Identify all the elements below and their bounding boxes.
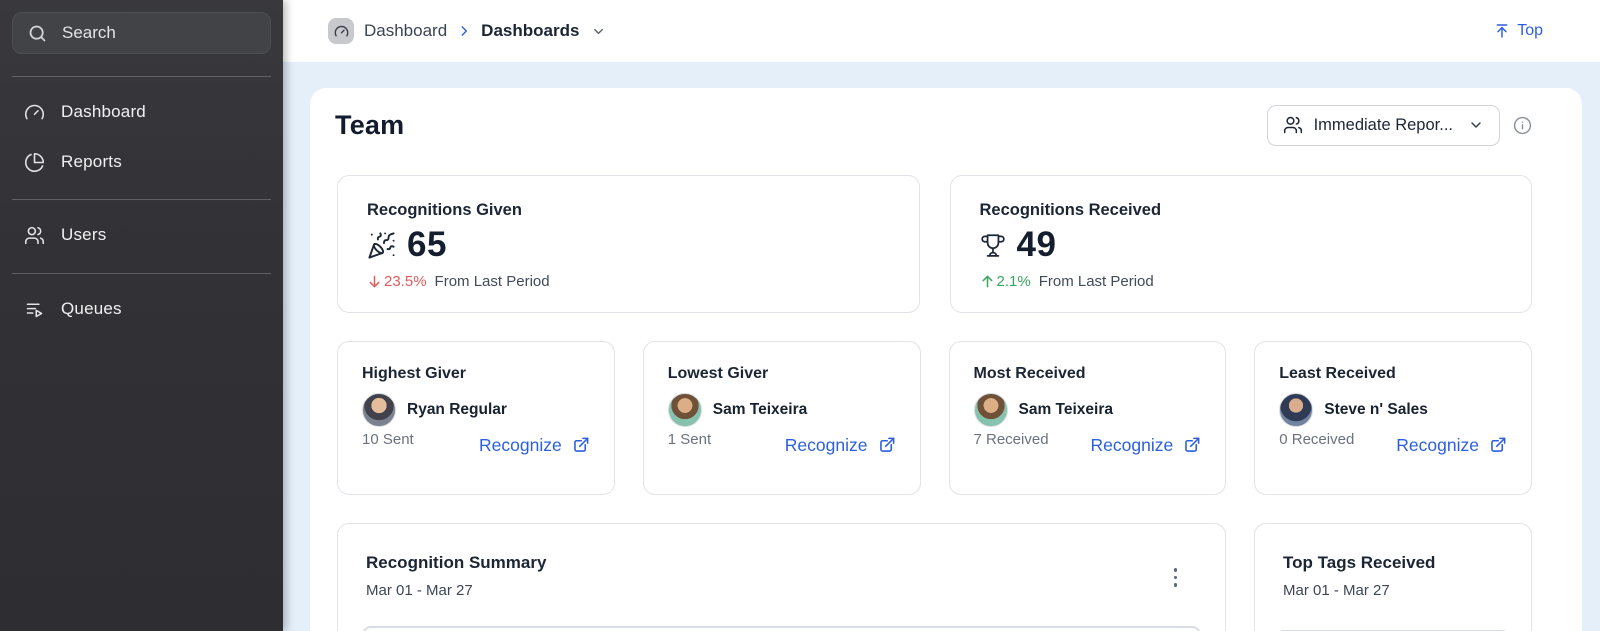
recognize-label: Recognize <box>1396 435 1479 455</box>
summary-title: Recognition Summary <box>366 553 547 572</box>
filter-group: Immediate Repor... <box>1266 104 1532 146</box>
person-name: Steve n' Sales <box>1324 401 1428 418</box>
person-card-lowest-giver: Lowest Giver Sam Teixeira 1 Sent Recogni… <box>642 341 921 495</box>
dashboard-badge-icon[interactable] <box>328 18 354 44</box>
sidebar-item-label: Reports <box>61 152 122 171</box>
pie-chart-icon <box>24 152 45 173</box>
sidebar-item-label: Queues <box>61 299 122 318</box>
stat-card-row: Recognitions Given 65 23.5% From Last Pe… <box>337 175 1532 313</box>
chevron-right-icon <box>457 24 471 38</box>
gauge-icon <box>24 102 45 123</box>
delta-caption: From Last Period <box>434 273 550 290</box>
sidebar: Search Dashboard Reports Users Queues <box>0 0 283 631</box>
delta-caption: From Last Period <box>1038 273 1154 290</box>
scroll-to-top-button[interactable]: Top <box>1494 22 1543 40</box>
trophy-icon <box>980 232 1006 258</box>
sidebar-item-users[interactable]: Users <box>0 216 283 254</box>
person-count: 7 Received <box>973 431 1049 448</box>
stat-card-recognitions-received: Recognitions Received 49 2.1% From Last … <box>949 175 1532 313</box>
person-count: 0 Received <box>1279 431 1355 448</box>
stat-value: 49 <box>1016 225 1057 264</box>
trend-up-icon <box>980 274 995 289</box>
page-background: Team Immediate Repor... Reco <box>283 62 1600 631</box>
summary-chart-placeholder <box>362 626 1201 631</box>
person-count: 1 Sent <box>667 431 712 448</box>
stat-value: 65 <box>407 225 447 264</box>
delta-value: 23.5% <box>384 273 427 290</box>
top-tags-received-card: Top Tags Received Mar 01 - Mar 27 <box>1254 523 1532 631</box>
page-title: Team <box>335 109 405 140</box>
sidebar-divider <box>12 199 271 200</box>
trend-down-icon <box>367 274 382 289</box>
stat-title: Recognitions Received <box>979 201 1162 219</box>
team-panel: Team Immediate Repor... Reco <box>310 88 1582 631</box>
recognize-link[interactable]: Recognize <box>1091 435 1202 456</box>
avatar <box>362 393 396 427</box>
arrow-up-to-line-icon <box>1494 23 1510 39</box>
chevron-down-icon <box>1468 117 1484 133</box>
breadcrumb-root[interactable]: Dashboard <box>364 21 448 40</box>
external-link-icon <box>571 436 590 455</box>
summary-date-range: Mar 01 - Mar 27 <box>1283 582 1390 599</box>
stat-title: Recognitions Given <box>367 201 522 219</box>
search-placeholder: Search <box>62 23 116 42</box>
stat-delta: 23.5% From Last Period <box>367 273 890 290</box>
sidebar-item-queues[interactable]: Queues <box>0 290 283 328</box>
person-name: Ryan Regular <box>407 401 507 418</box>
stat-delta: 2.1% From Last Period <box>980 273 1503 290</box>
queue-icon <box>24 299 45 320</box>
summary-title: Top Tags Received <box>1283 553 1436 572</box>
external-link-icon <box>1182 436 1201 455</box>
dropdown-selected-value: Immediate Repor... <box>1313 115 1453 134</box>
person-name: Sam Teixeira <box>1018 401 1114 418</box>
person-count: 10 Sent <box>362 431 414 448</box>
topbar: Dashboard Dashboards Top <box>283 0 1600 62</box>
person-card-title: Most Received <box>973 365 1086 382</box>
party-popper-icon <box>367 231 396 260</box>
sidebar-item-reports[interactable]: Reports <box>0 143 283 181</box>
person-card-highest-giver: Highest Giver Ryan Regular 10 Sent Recog… <box>337 341 615 495</box>
recognition-summary-card: Recognition Summary Mar 01 - Mar 27 <box>337 523 1226 631</box>
person-card-row: Highest Giver Ryan Regular 10 Sent Recog… <box>337 341 1532 495</box>
sidebar-divider <box>12 273 271 274</box>
person-name: Sam Teixeira <box>712 401 808 418</box>
recognize-link[interactable]: Recognize <box>479 435 590 456</box>
info-icon[interactable] <box>1513 116 1532 135</box>
avatar <box>973 393 1008 427</box>
report-scope-dropdown[interactable]: Immediate Repor... <box>1266 104 1500 146</box>
top-link-label: Top <box>1517 22 1543 39</box>
person-card-least-received: Least Received Steve n' Sales 0 Received… <box>1254 341 1532 495</box>
search-icon <box>27 23 48 44</box>
avatar <box>1279 393 1314 427</box>
recognize-label: Recognize <box>1090 435 1174 455</box>
external-link-icon <box>877 436 896 455</box>
stat-card-recognitions-given: Recognitions Given 65 23.5% From Last Pe… <box>337 175 920 313</box>
sidebar-item-dashboard[interactable]: Dashboard <box>0 93 283 131</box>
avatar <box>667 393 702 427</box>
breadcrumb-current[interactable]: Dashboards <box>481 21 580 40</box>
chevron-down-icon[interactable] <box>591 24 606 39</box>
recognize-link[interactable]: Recognize <box>785 435 896 456</box>
sidebar-item-label: Dashboard <box>61 102 146 121</box>
delta-value: 2.1% <box>996 273 1031 290</box>
person-card-most-received: Most Received Sam Teixeira 7 Received Re… <box>948 341 1227 495</box>
recognize-label: Recognize <box>784 435 868 455</box>
person-card-title: Highest Giver <box>362 365 467 382</box>
kebab-menu-icon[interactable] <box>1170 564 1182 591</box>
recognize-label: Recognize <box>479 435 562 455</box>
summary-date-range: Mar 01 - Mar 27 <box>366 582 473 599</box>
person-card-title: Least Received <box>1279 365 1396 382</box>
search-input[interactable]: Search <box>12 12 271 54</box>
breadcrumb: Dashboard Dashboards <box>328 18 606 44</box>
panel-header: Team Immediate Repor... <box>335 102 1532 148</box>
summary-card-row: Recognition Summary Mar 01 - Mar 27 Top … <box>337 523 1532 631</box>
recognize-link[interactable]: Recognize <box>1396 435 1507 456</box>
sidebar-divider <box>12 76 271 77</box>
users-icon <box>24 225 45 246</box>
person-card-title: Lowest Giver <box>667 365 769 382</box>
external-link-icon <box>1488 436 1507 455</box>
sidebar-item-label: Users <box>61 225 107 244</box>
users-icon <box>1283 115 1303 135</box>
